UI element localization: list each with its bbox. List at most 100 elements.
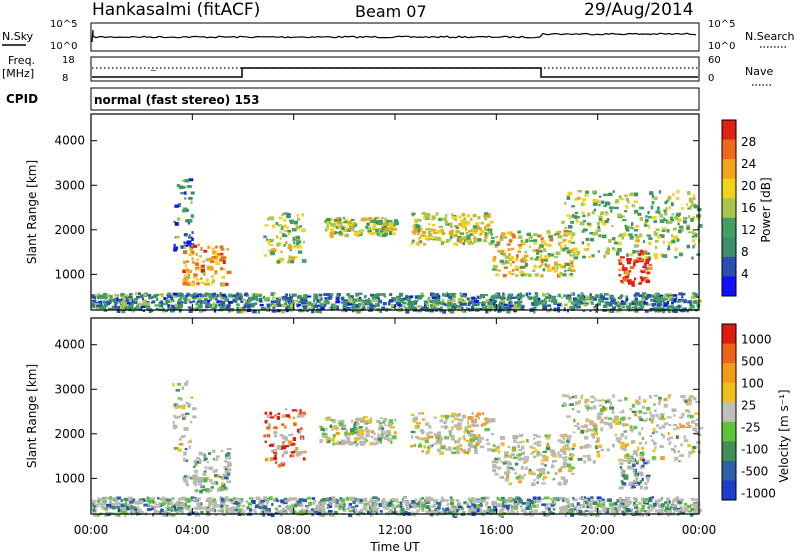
heatmap-cell [633, 263, 636, 267]
heatmap-cell [269, 411, 273, 416]
heatmap-cell [482, 294, 485, 298]
heatmap-cell [145, 305, 150, 309]
heatmap-cell [321, 435, 325, 438]
heatmap-cell [535, 441, 538, 444]
heatmap-cell [400, 505, 403, 508]
heatmap-cell [213, 292, 217, 296]
heatmap-cell [297, 303, 301, 307]
heatmap-cell [466, 234, 471, 239]
heatmap-cell [342, 307, 346, 311]
heatmap-cell [444, 220, 448, 225]
heatmap-cell [367, 306, 371, 309]
heatmap-cell [177, 298, 182, 303]
heatmap-cell [202, 272, 206, 276]
heatmap-cell [506, 506, 510, 510]
heatmap-cell [223, 502, 225, 506]
heatmap-cell [120, 509, 124, 514]
nsearch-label: N.Search [745, 30, 795, 43]
heatmap-cell [543, 259, 548, 262]
heatmap-cell [264, 420, 268, 424]
heatmap-cell [389, 420, 393, 423]
colorbar-swatch [722, 382, 736, 403]
heatmap-cell [498, 305, 502, 308]
heatmap-cell [687, 410, 691, 413]
heatmap-cell [269, 304, 272, 307]
heatmap-cell [686, 504, 692, 509]
heatmap-cell [651, 456, 657, 460]
heatmap-cell [131, 510, 136, 515]
heatmap-cell [603, 416, 608, 420]
heatmap-cell [182, 416, 186, 420]
heatmap-cell [182, 269, 187, 273]
heatmap-cell [439, 451, 443, 454]
heatmap-cell [566, 214, 571, 217]
heatmap-cell [596, 453, 601, 458]
heatmap-cell [635, 510, 638, 513]
heatmap-cell [538, 250, 543, 253]
heatmap-cell [423, 300, 429, 305]
heatmap-cell [192, 292, 198, 296]
heatmap-cell [451, 511, 454, 515]
heatmap-cell [354, 223, 358, 227]
heatmap-cell [373, 299, 378, 302]
heatmap-cell [325, 427, 328, 431]
heatmap-cell [497, 309, 502, 312]
heatmap-cell [278, 216, 284, 220]
nave-tick-top: 60 [708, 55, 721, 66]
heatmap-cell [680, 424, 685, 429]
heatmap-cell [671, 501, 675, 505]
heatmap-cell [373, 432, 376, 436]
nsky-tick-top: 10^5 [50, 19, 77, 30]
heatmap-cell [629, 266, 635, 270]
heatmap-cell [546, 442, 549, 447]
heatmap-cell [637, 283, 642, 286]
heatmap-cell [571, 205, 576, 208]
heatmap-cell [328, 297, 332, 300]
heatmap-cell [664, 201, 668, 205]
heatmap-cell [633, 450, 638, 454]
heatmap-cell [260, 307, 266, 311]
heatmap-cell [269, 416, 275, 419]
heatmap-cell [455, 511, 459, 515]
heatmap-cell [692, 239, 695, 242]
heatmap-cell [619, 259, 623, 263]
heatmap-cell [297, 428, 300, 433]
heatmap-cell [267, 239, 271, 244]
heatmap-cell [180, 413, 185, 417]
heatmap-cell [606, 499, 610, 502]
heatmap-cell [208, 452, 212, 455]
heatmap-cell [645, 252, 651, 255]
heatmap-cell [578, 497, 584, 500]
heatmap-cell [431, 215, 436, 220]
heatmap-cell [444, 511, 448, 515]
heatmap-cell [660, 415, 665, 419]
heatmap-cell [202, 506, 207, 510]
heatmap-cell [576, 196, 581, 200]
heatmap-cell [217, 509, 221, 513]
heatmap-cell [511, 273, 515, 276]
heatmap-cell [363, 420, 367, 425]
heatmap-cell [446, 238, 450, 243]
heatmap-cell [624, 447, 627, 452]
heatmap-cell [615, 501, 618, 506]
heatmap-cell [435, 295, 439, 298]
heatmap-cell [281, 226, 284, 231]
heatmap-cell [319, 296, 322, 299]
heatmap-cell [569, 254, 574, 257]
heatmap-cell [212, 258, 218, 261]
heatmap-cell [375, 498, 380, 502]
heatmap-cell [221, 256, 226, 260]
heatmap-cell [661, 227, 667, 231]
heatmap-cell [453, 299, 456, 302]
heatmap-cell [597, 302, 601, 306]
heatmap-cell [209, 508, 215, 512]
heatmap-cell [106, 293, 110, 298]
heatmap-cell [126, 302, 132, 305]
heatmap-cell [564, 394, 569, 398]
heatmap-cell [460, 306, 464, 309]
heatmap-cell [559, 271, 563, 275]
heatmap-cell [271, 302, 274, 306]
heatmap-cell [467, 241, 472, 245]
heatmap-cell [499, 476, 505, 479]
heatmap-cell [205, 508, 211, 512]
